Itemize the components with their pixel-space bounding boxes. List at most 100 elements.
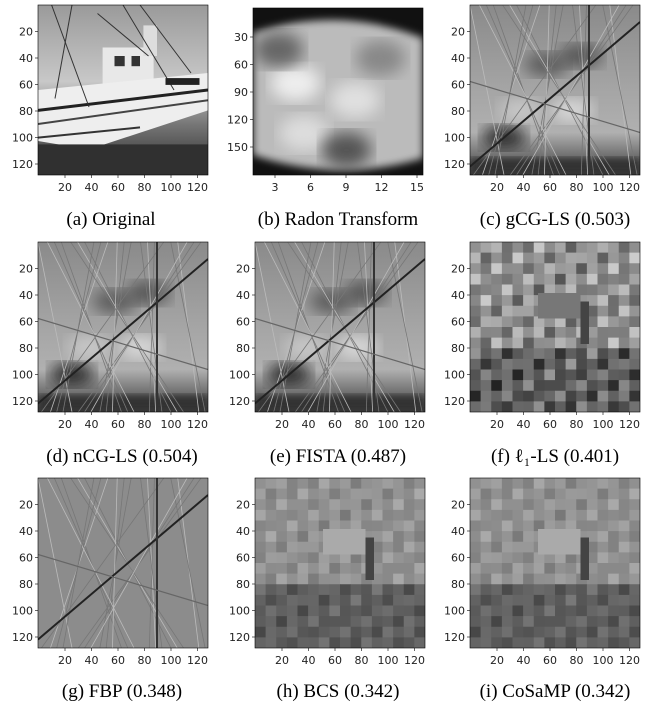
shade	[534, 263, 545, 274]
shade	[555, 274, 566, 285]
caption: (f) ℓ₁-LS (0.401)	[491, 446, 619, 467]
shade	[470, 316, 481, 327]
shade	[481, 606, 492, 617]
shade	[598, 370, 609, 381]
shade	[566, 401, 577, 412]
shade	[523, 338, 534, 349]
shade	[414, 510, 425, 521]
shade	[470, 637, 481, 648]
shade	[470, 489, 481, 500]
shade	[481, 499, 492, 510]
blob	[279, 115, 329, 151]
shade	[587, 370, 598, 381]
shade	[383, 489, 394, 500]
shade	[470, 499, 481, 510]
shade	[404, 521, 415, 532]
shade	[608, 401, 619, 412]
shade	[598, 489, 609, 500]
shade	[383, 521, 394, 532]
shade	[502, 616, 513, 627]
shade	[393, 510, 404, 521]
y-tick-label: 20	[19, 499, 33, 512]
shade	[255, 563, 266, 574]
shade	[619, 263, 630, 274]
shade	[629, 521, 640, 532]
shade	[629, 274, 640, 285]
x-tick-label: 40	[517, 181, 531, 194]
shade	[566, 359, 577, 370]
x-tick-label: 100	[378, 418, 399, 431]
shade	[266, 552, 277, 563]
shade	[576, 348, 587, 359]
shade	[629, 510, 640, 521]
shade	[598, 606, 609, 617]
shade	[255, 606, 266, 617]
shade	[523, 595, 534, 606]
shade	[298, 478, 309, 489]
shade	[629, 380, 640, 391]
shade	[544, 510, 555, 521]
shade	[287, 489, 298, 500]
shade	[523, 274, 534, 285]
shade	[544, 489, 555, 500]
shade	[513, 489, 524, 500]
shade	[404, 637, 415, 648]
x-tick-label: 6	[307, 181, 314, 194]
shade	[414, 627, 425, 638]
x-tick-label: 120	[619, 654, 640, 667]
shade	[298, 574, 309, 585]
shade	[287, 616, 298, 627]
shade	[372, 627, 383, 638]
y-tick-label: 120	[229, 395, 250, 408]
shade	[502, 637, 513, 648]
shade	[502, 510, 513, 521]
shade	[266, 616, 277, 627]
shade	[534, 401, 545, 412]
shade	[629, 348, 640, 359]
shade	[372, 510, 383, 521]
shade	[470, 306, 481, 317]
x-tick-label: 80	[138, 418, 152, 431]
shade	[534, 584, 545, 595]
y-tick-label: 20	[19, 263, 33, 276]
shade	[608, 316, 619, 327]
x-tick-label: 60	[111, 418, 125, 431]
shade	[481, 489, 492, 500]
shade	[308, 595, 319, 606]
shade	[619, 616, 630, 627]
shade	[534, 478, 545, 489]
shade	[513, 348, 524, 359]
shade	[266, 637, 277, 648]
shade	[629, 295, 640, 306]
shade	[513, 370, 524, 381]
shade	[619, 401, 630, 412]
x-tick-label: 120	[187, 418, 208, 431]
shade	[481, 370, 492, 381]
shade	[491, 606, 502, 617]
shade	[329, 627, 340, 638]
shade	[414, 478, 425, 489]
shade	[481, 295, 492, 306]
shade	[287, 627, 298, 638]
shade	[276, 606, 287, 617]
shade	[629, 563, 640, 574]
shade	[587, 401, 598, 412]
y-tick-label: 100	[444, 132, 465, 145]
shade	[576, 510, 587, 521]
shade	[629, 489, 640, 500]
shade	[361, 595, 372, 606]
shade	[491, 242, 502, 253]
shade	[491, 627, 502, 638]
blob	[322, 132, 372, 168]
shade	[255, 637, 266, 648]
shade	[481, 627, 492, 638]
shade	[329, 574, 340, 585]
shade	[255, 510, 266, 521]
shade	[255, 552, 266, 563]
shade	[372, 478, 383, 489]
shade	[329, 637, 340, 648]
shade	[502, 391, 513, 402]
shade	[534, 253, 545, 264]
shade	[513, 274, 524, 285]
shade	[544, 616, 555, 627]
